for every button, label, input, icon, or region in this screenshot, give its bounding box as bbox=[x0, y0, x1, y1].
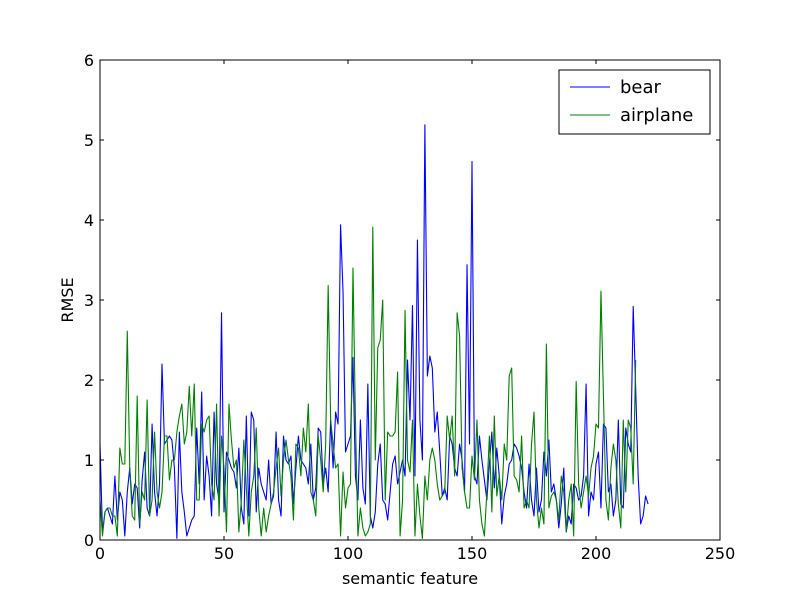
plot-area bbox=[99, 59, 721, 541]
y-tick-label: 6 bbox=[84, 51, 94, 70]
y-tick-label: 3 bbox=[84, 291, 94, 310]
x-axis-label: semantic feature bbox=[342, 569, 478, 588]
x-tick-label: 50 bbox=[214, 544, 234, 563]
y-tick-label: 5 bbox=[84, 131, 94, 150]
y-axis-label: RMSE bbox=[58, 277, 77, 322]
legend: bear airplane bbox=[558, 69, 711, 135]
x-tick-label: 200 bbox=[581, 544, 612, 563]
x-tick-label: 100 bbox=[333, 544, 364, 563]
x-tick-label: 0 bbox=[95, 544, 105, 563]
y-tick-label: 0 bbox=[84, 531, 94, 550]
legend-frame bbox=[558, 69, 711, 135]
legend-label-bear: bear bbox=[620, 77, 662, 98]
series-layer bbox=[99, 124, 649, 539]
x-axis-ticks: 0 50 100 150 200 250 bbox=[95, 60, 735, 563]
legend-label-airplane: airplane bbox=[620, 105, 693, 126]
y-tick-label: 4 bbox=[84, 211, 94, 230]
y-axis-ticks: 0 1 2 3 4 5 6 bbox=[84, 51, 720, 550]
series-line-airplane bbox=[99, 226, 637, 539]
x-tick-label: 150 bbox=[457, 544, 488, 563]
y-tick-label: 1 bbox=[84, 451, 94, 470]
y-tick-label: 2 bbox=[84, 371, 94, 390]
x-tick-label: 250 bbox=[705, 544, 736, 563]
